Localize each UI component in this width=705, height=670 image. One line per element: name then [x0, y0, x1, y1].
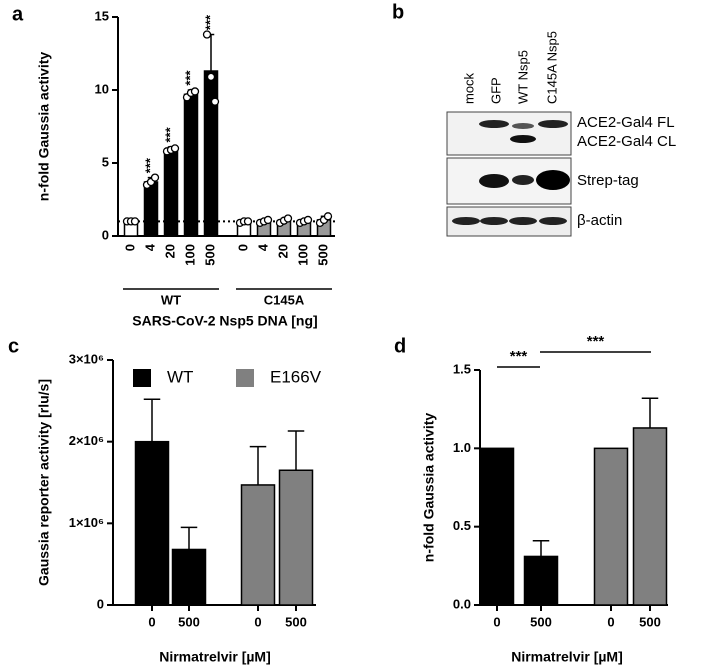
data-point: [202, 30, 212, 39]
group-label: C145A: [264, 292, 305, 307]
band: [512, 175, 534, 185]
y-tick-label: 1×10⁶: [69, 515, 104, 530]
panel-label: b: [392, 1, 404, 23]
bar: [523, 555, 559, 606]
data-point: [283, 214, 293, 223]
panel-label: a: [12, 3, 24, 25]
legend-label: E166V: [270, 367, 322, 386]
bar: [203, 70, 219, 237]
x-tick-label: 100: [182, 244, 197, 266]
lane-label: WT Nsp5: [515, 50, 530, 104]
data-point: [323, 212, 333, 221]
band: [538, 120, 568, 128]
y-tick-label: 0.0: [453, 596, 471, 611]
data-point: [303, 215, 313, 225]
x-tick-label: 0: [607, 614, 614, 629]
band: [480, 217, 508, 225]
row-label: β-actin: [577, 212, 622, 229]
band: [512, 123, 534, 129]
x-tick-label: 0: [148, 614, 155, 629]
x-tick-label: 20: [275, 244, 290, 258]
bar: [134, 440, 170, 606]
bar: [278, 469, 314, 606]
panel-label: c: [8, 335, 19, 357]
y-tick-label: 5: [102, 154, 109, 169]
legend-label: WT: [167, 367, 193, 386]
x-tick-label: 0: [122, 244, 137, 251]
y-axis-title: Gaussia reporter activity [rlu/s]: [36, 379, 52, 586]
legend-swatch: [236, 369, 254, 387]
significance: ***: [162, 126, 177, 142]
x-axis-title: Nirmatrelvir [µM]: [511, 649, 623, 665]
bar: [163, 149, 179, 237]
band: [539, 217, 567, 225]
x-tick-label: 500: [639, 614, 661, 629]
data-point: [206, 72, 216, 82]
x-tick-label: 500: [285, 614, 307, 629]
data-point: [243, 217, 253, 226]
x-tick-label: 0: [235, 244, 250, 251]
y-tick-label: 0: [102, 227, 109, 242]
x-axis-title: SARS-CoV-2 Nsp5 DNA [ng]: [132, 313, 317, 329]
x-tick-label: 0: [254, 614, 261, 629]
x-tick-label: 500: [178, 614, 200, 629]
y-tick-label: 15: [95, 8, 109, 23]
bar: [632, 427, 668, 606]
lane-label: GFP: [488, 77, 503, 104]
x-axis-title: Nirmatrelvir [µM]: [159, 649, 271, 665]
y-tick-label: 0.5: [453, 518, 471, 533]
bar: [593, 447, 629, 606]
y-tick-label: 1.5: [453, 361, 471, 376]
annotation: ***: [510, 348, 528, 365]
data-point: [190, 87, 200, 96]
lane-label: C145A Nsp5: [544, 31, 559, 104]
y-tick-label: 2×10⁶: [69, 433, 104, 448]
y-tick-label: 0: [97, 596, 104, 611]
band: [510, 135, 536, 143]
x-tick-label: 20: [162, 244, 177, 258]
x-tick-label: 500: [315, 244, 330, 266]
band: [479, 174, 509, 188]
band: [536, 170, 570, 190]
data-point: [130, 217, 140, 226]
bar: [479, 447, 515, 606]
x-tick-label: 4: [142, 243, 157, 251]
data-point: [150, 173, 160, 182]
panel-label: d: [394, 335, 406, 357]
blot-strips: [446, 111, 572, 237]
x-tick-label: 0: [493, 614, 500, 629]
y-axis-title: n-fold Gaussia activity: [36, 52, 52, 202]
group-label: WT: [161, 292, 181, 307]
band: [479, 120, 509, 128]
significance: ***: [202, 14, 217, 30]
row-label: ACE2-Gal4 FL: [577, 114, 675, 131]
x-tick-label: 100: [295, 244, 310, 266]
row-label: Strep-tag: [577, 172, 639, 189]
data-point: [170, 144, 180, 153]
annotation: ***: [587, 333, 605, 350]
significance: ***: [182, 69, 197, 85]
band: [509, 217, 537, 225]
x-tick-label: 500: [202, 244, 217, 266]
significance: ***: [142, 157, 157, 173]
x-tick-label: 500: [530, 614, 552, 629]
bar: [240, 484, 276, 606]
legend-swatch: [133, 369, 151, 387]
bar: [143, 181, 159, 237]
y-tick-label: 10: [95, 81, 109, 96]
data-point: [210, 97, 220, 106]
y-tick-label: 3×10⁶: [69, 351, 104, 366]
band: [452, 217, 480, 225]
bar: [183, 93, 199, 237]
lane-label: mock: [461, 72, 476, 104]
x-tick-label: 4: [255, 243, 270, 251]
y-tick-label: 1.0: [453, 440, 471, 455]
y-axis-title: n-fold Gaussia activity: [421, 413, 437, 563]
blot-strip: [446, 111, 572, 156]
data-point: [263, 215, 273, 225]
row-label: ACE2-Gal4 CL: [577, 133, 676, 150]
bar: [171, 548, 207, 606]
